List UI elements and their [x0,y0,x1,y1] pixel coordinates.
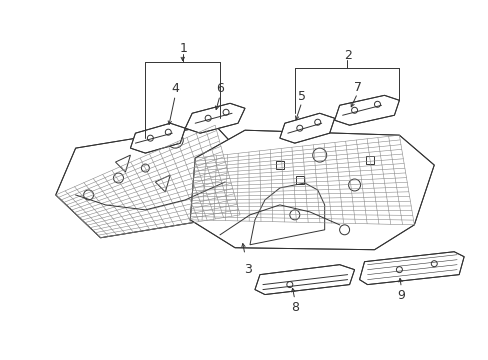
Text: 8: 8 [290,301,298,314]
Polygon shape [254,265,354,294]
Text: 4: 4 [171,82,179,95]
Text: 2: 2 [343,49,351,62]
Polygon shape [190,130,433,250]
Text: 3: 3 [244,263,251,276]
Polygon shape [130,123,185,153]
Polygon shape [56,125,254,238]
Text: 1: 1 [179,42,187,55]
Text: 7: 7 [353,81,361,94]
Polygon shape [279,113,334,143]
Polygon shape [185,103,244,133]
Polygon shape [334,95,399,125]
Polygon shape [359,252,463,285]
Text: 6: 6 [216,82,224,95]
Text: 5: 5 [297,90,305,103]
Text: 9: 9 [397,289,405,302]
